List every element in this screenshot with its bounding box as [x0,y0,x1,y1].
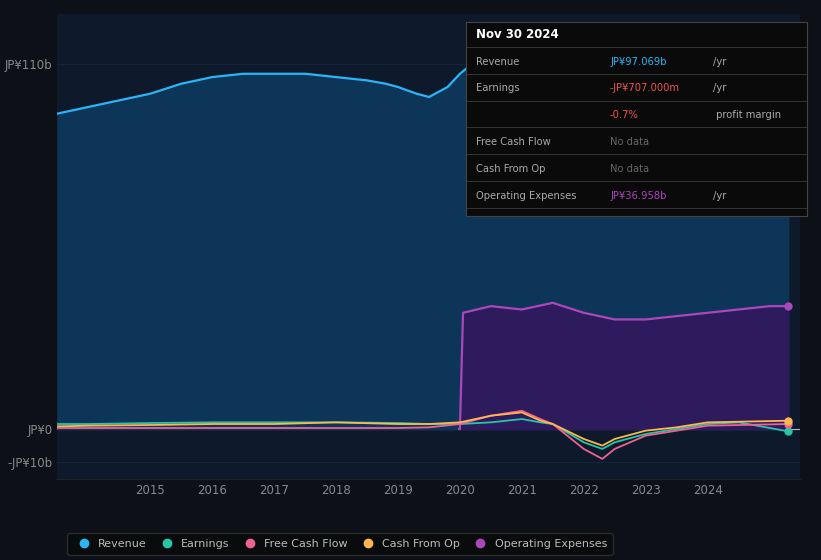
Text: /yr: /yr [713,57,726,67]
Text: profit margin: profit margin [713,110,781,120]
Text: /yr: /yr [713,83,726,94]
Legend: Revenue, Earnings, Free Cash Flow, Cash From Op, Operating Expenses: Revenue, Earnings, Free Cash Flow, Cash … [67,534,612,554]
Text: Cash From Op: Cash From Op [476,164,546,174]
Text: Earnings: Earnings [476,83,520,94]
Text: No data: No data [610,137,649,147]
Text: Free Cash Flow: Free Cash Flow [476,137,551,147]
Text: JP¥36.958b: JP¥36.958b [610,191,667,201]
Text: Revenue: Revenue [476,57,520,67]
Text: -0.7%: -0.7% [610,110,639,120]
Text: JP¥97.069b: JP¥97.069b [610,57,667,67]
Text: /yr: /yr [713,191,726,201]
Text: Operating Expenses: Operating Expenses [476,191,576,201]
Text: No data: No data [610,164,649,174]
Text: -JP¥707.000m: -JP¥707.000m [610,83,680,94]
Text: Nov 30 2024: Nov 30 2024 [476,28,559,41]
